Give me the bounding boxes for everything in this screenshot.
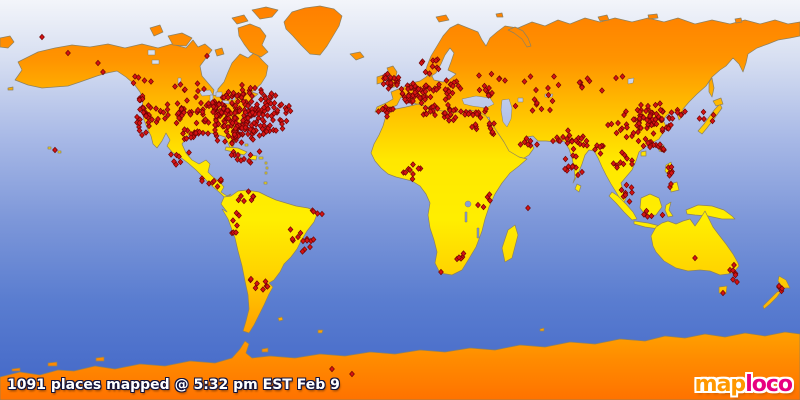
land-new-zealand [777,275,791,289]
lakes-and-inland-seas [147,49,635,239]
land-north-america [14,39,269,200]
lake-black-sea [461,95,495,109]
lake-caspian-sea [500,98,513,128]
land-south-america [220,189,319,334]
land-japan [697,103,723,135]
land-madagascar [501,224,519,263]
logo-part-loco: loco [745,372,793,397]
logo-part-map: map [694,372,747,397]
maploco-logo[interactable]: maploco [694,372,793,397]
land-australia [650,210,740,276]
status-text: 1091 places mapped @ 5:32 pm EST Feb 9 [7,377,340,393]
visitor-markers [39,33,785,378]
status-bar: 1091 places mapped @ 5:32 pm EST Feb 9 [7,377,340,393]
land-antarctica [0,331,800,400]
land-greenland [283,5,343,56]
land-new-guinea [685,204,736,220]
landmasses [0,5,800,400]
